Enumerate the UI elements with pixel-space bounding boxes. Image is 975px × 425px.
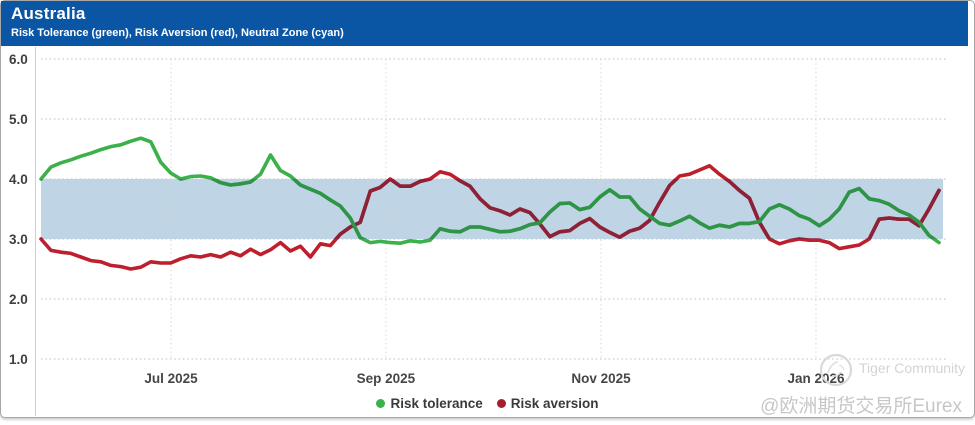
chart-title: Australia	[11, 4, 86, 23]
legend-label-risk-aversion: Risk aversion	[510, 396, 599, 411]
x-axis-tick-label: Jul 2025	[144, 371, 198, 386]
risk-aversion-dot-icon	[496, 399, 506, 408]
legend-item-risk-tolerance[interactable]: Risk tolerance	[376, 396, 483, 411]
y-axis-tick-label: 5.0	[9, 112, 28, 127]
y-axis-tick-label: 1.0	[9, 352, 28, 367]
legend-item-risk-aversion[interactable]: Risk aversion	[496, 396, 599, 411]
y-axis-tick-label: 3.0	[9, 232, 28, 247]
tiger-logo-icon	[819, 353, 853, 387]
x-axis-tick-label: Jan 2026	[787, 371, 845, 386]
watermark-community-label: Tiger Community	[859, 360, 966, 376]
x-axis-tick-label: Sep 2025	[357, 371, 416, 386]
x-axis-tick-label: Nov 2025	[571, 371, 631, 386]
legend-label-risk-tolerance: Risk tolerance	[390, 396, 483, 411]
series-line-risk-aversion-in-zone	[41, 179, 941, 239]
chart-subtitle: Risk Tolerance (green), Risk Aversion (r…	[11, 27, 344, 39]
risk-tolerance-dot-icon	[376, 399, 386, 408]
chart-header: Australia Risk Tolerance (green), Risk A…	[1, 1, 968, 46]
watermark-handle-label: @欧洲期货交易所Eurex	[760, 396, 962, 417]
y-axis-tick-label: 4.0	[9, 172, 28, 187]
series-line-risk-tolerance-in-zone	[41, 179, 938, 239]
y-axis-tick-label: 2.0	[9, 292, 28, 307]
chart-legend: Risk tolerance Risk aversion	[1, 396, 974, 411]
y-axis-tick-label: 6.0	[9, 52, 28, 67]
